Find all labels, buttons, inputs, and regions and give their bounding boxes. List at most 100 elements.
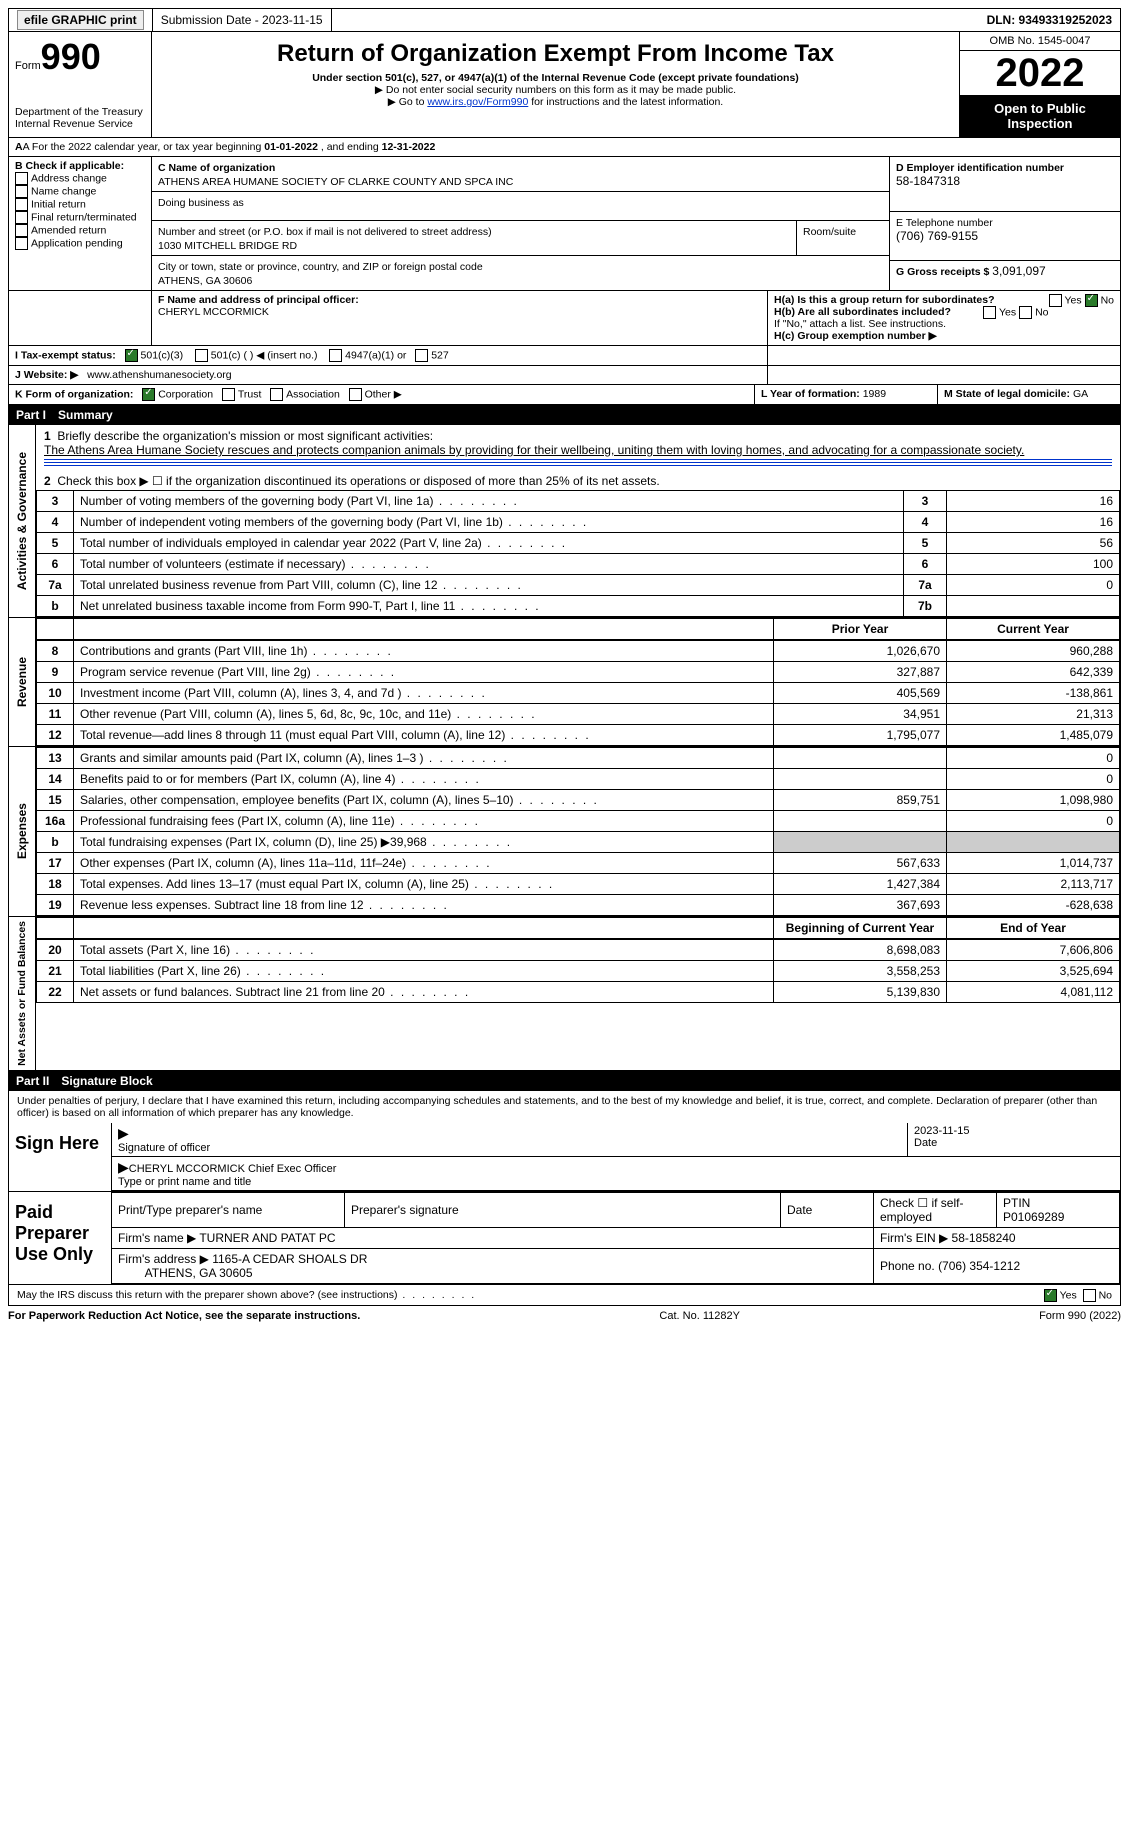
org-city: ATHENS, GA 30606 xyxy=(158,275,252,287)
footer: For Paperwork Reduction Act Notice, see … xyxy=(8,1306,1121,1322)
discuss-label: May the IRS discuss this return with the… xyxy=(17,1289,398,1301)
website: www.athenshumanesociety.org xyxy=(87,369,232,381)
line-a: AA For the 2022 calendar year, or tax ye… xyxy=(8,138,1121,157)
cb-trust[interactable] xyxy=(222,388,235,401)
section-expenses: Expenses 13Grants and similar amounts pa… xyxy=(8,747,1121,917)
box-j: J Website: ▶ www.athenshumanesociety.org xyxy=(8,366,1121,385)
boxes-bcdefg: B Check if applicable: Address change Na… xyxy=(8,157,1121,291)
firm-addr1: 1165-A CEDAR SHOALS DR xyxy=(212,1252,367,1266)
rev-table: Prior YearCurrent Year xyxy=(36,618,1120,640)
cb-hb-no[interactable] xyxy=(1019,306,1032,319)
footer-left: For Paperwork Reduction Act Notice, see … xyxy=(8,1310,360,1322)
officer-name: CHERYL MCCORMICK xyxy=(158,306,269,318)
paid-preparer: Paid Preparer Use Only xyxy=(9,1192,111,1284)
cb-other[interactable] xyxy=(349,388,362,401)
firm-name: TURNER AND PATAT PC xyxy=(199,1231,335,1245)
hb-label: H(b) Are all subordinates included? xyxy=(774,306,951,318)
ein: 58-1847318 xyxy=(896,174,960,188)
addr-label: Number and street (or P.O. box if mail i… xyxy=(158,226,492,238)
pp-date-label: Date xyxy=(781,1192,874,1227)
ha-label: H(a) Is this a group return for subordin… xyxy=(774,294,995,306)
phone: (706) 769-9155 xyxy=(896,229,978,243)
section-netassets: Net Assets or Fund Balances Beginning of… xyxy=(8,917,1121,1071)
cb-discuss-no[interactable] xyxy=(1083,1289,1096,1302)
cb-amended[interactable] xyxy=(15,224,28,237)
cb-ha-no[interactable] xyxy=(1085,294,1098,307)
cb-address-change[interactable] xyxy=(15,172,28,185)
cb-ha-yes[interactable] xyxy=(1049,294,1062,307)
irs-link[interactable]: www.irs.gov/Form990 xyxy=(427,96,528,108)
line1-label: Briefly describe the organization's miss… xyxy=(57,429,433,443)
vlabel-na: Net Assets or Fund Balances xyxy=(14,917,30,1070)
ptin-label: PTIN xyxy=(1003,1196,1030,1210)
box-d-label: D Employer identification number xyxy=(896,162,1064,174)
firm-ein: 58-1858240 xyxy=(952,1231,1016,1245)
vlabel-exp: Expenses xyxy=(13,799,31,863)
col-prior: Prior Year xyxy=(774,619,947,640)
cb-4947[interactable] xyxy=(329,349,342,362)
box-c-label: C Name of organization xyxy=(158,162,275,174)
date-label: Date xyxy=(914,1137,937,1149)
state-domicile: GA xyxy=(1073,388,1088,400)
sig-date: 2023-11-15 xyxy=(914,1125,969,1137)
firm-ein-label: Firm's EIN ▶ xyxy=(880,1231,948,1245)
vlabel-gov: Activities & Governance xyxy=(13,448,31,594)
box-j-label: J Website: ▶ xyxy=(15,369,78,381)
firm-addr-label: Firm's address ▶ xyxy=(118,1252,209,1266)
firm-phone: (706) 354-1212 xyxy=(938,1259,1020,1273)
cb-527[interactable] xyxy=(415,349,428,362)
box-g-label: G Gross receipts $ xyxy=(896,266,992,278)
org-address: 1030 MITCHELL BRIDGE RD xyxy=(158,240,297,252)
subtitle-2: ▶ Do not enter social security numbers o… xyxy=(160,84,951,96)
dba-label: Doing business as xyxy=(158,197,244,209)
cb-assoc[interactable] xyxy=(270,388,283,401)
penalty-text: Under penalties of perjury, I declare th… xyxy=(9,1091,1120,1123)
firm-addr2: ATHENS, GA 30605 xyxy=(145,1266,253,1280)
box-e-label: E Telephone number xyxy=(896,217,993,229)
footer-mid: Cat. No. 11282Y xyxy=(659,1310,740,1322)
hb-note: If "No," attach a list. See instructions… xyxy=(774,318,1114,330)
vlabel-rev: Revenue xyxy=(13,653,31,711)
tax-year: 2022 xyxy=(960,51,1120,95)
year-formed: 1989 xyxy=(863,388,886,400)
inspection: Open to Public Inspection xyxy=(960,95,1120,137)
box-l-label: L Year of formation: xyxy=(761,388,863,400)
box-k-label: K Form of organization: xyxy=(15,388,133,400)
omb: OMB No. 1545-0047 xyxy=(960,32,1120,51)
dept: Department of the Treasury xyxy=(15,106,145,118)
gross-receipts: 3,091,097 xyxy=(992,264,1045,278)
box-klm: K Form of organization: Corporation Trus… xyxy=(8,385,1121,405)
cb-final[interactable] xyxy=(15,211,28,224)
footer-right: Form 990 (2022) xyxy=(1039,1310,1121,1322)
rev-rows: 8Contributions and grants (Part VIII, li… xyxy=(36,640,1120,746)
cb-corp[interactable] xyxy=(142,388,155,401)
firm-phone-label: Phone no. xyxy=(880,1259,935,1273)
cb-pending[interactable] xyxy=(15,237,28,250)
firm-name-label: Firm's name ▶ xyxy=(118,1231,196,1245)
na-header: Beginning of Current YearEnd of Year xyxy=(36,917,1120,939)
section-governance: Activities & Governance 1 Briefly descri… xyxy=(8,425,1121,618)
irs: Internal Revenue Service xyxy=(15,118,145,130)
dln: DLN: 93493319252023 xyxy=(979,9,1120,31)
name-title-label: Type or print name and title xyxy=(118,1176,251,1188)
signature-block: Under penalties of perjury, I declare th… xyxy=(8,1091,1121,1306)
hc-label: H(c) Group exemption number ▶ xyxy=(774,330,937,342)
pp-name-label: Print/Type preparer's name xyxy=(112,1192,345,1227)
topbar: efile GRAPHIC print Submission Date - 20… xyxy=(8,8,1121,32)
header: Form990 Department of the Treasury Inter… xyxy=(8,32,1121,138)
form-prefix: Form xyxy=(15,60,41,72)
cb-discuss-yes[interactable] xyxy=(1044,1289,1057,1302)
na-rows: 20Total assets (Part X, line 16)8,698,08… xyxy=(36,939,1120,1003)
cb-501c[interactable] xyxy=(195,349,208,362)
cb-hb-yes[interactable] xyxy=(983,306,996,319)
exp-rows: 13Grants and similar amounts paid (Part … xyxy=(36,747,1120,916)
col-begin: Beginning of Current Year xyxy=(774,918,947,939)
cb-name-change[interactable] xyxy=(15,185,28,198)
form-number: 990 xyxy=(41,36,101,77)
form-title: Return of Organization Exempt From Incom… xyxy=(160,40,951,68)
preparer-table: Print/Type preparer's name Preparer's si… xyxy=(111,1192,1120,1284)
line2: Check this box ▶ ☐ if the organization d… xyxy=(57,474,659,488)
cb-initial[interactable] xyxy=(15,198,28,211)
efile-btn[interactable]: efile GRAPHIC print xyxy=(17,10,144,30)
cb-501c3[interactable] xyxy=(125,349,138,362)
